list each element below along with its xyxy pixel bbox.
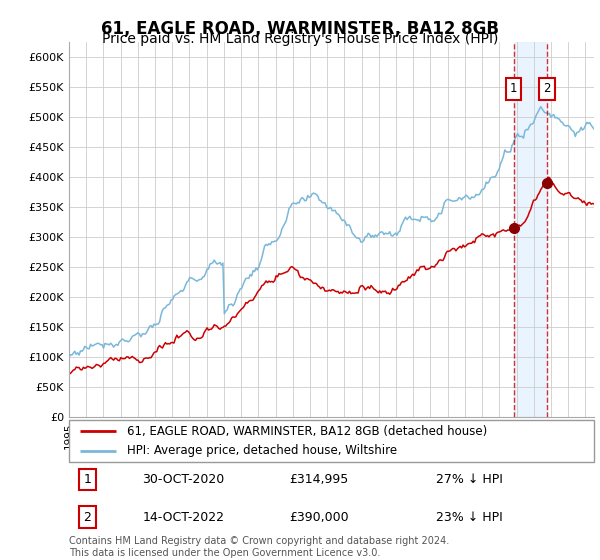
Text: 23% ↓ HPI: 23% ↓ HPI <box>437 511 503 524</box>
Text: 2: 2 <box>544 82 551 95</box>
Text: 1: 1 <box>83 473 91 486</box>
Text: Contains HM Land Registry data © Crown copyright and database right 2024.
This d: Contains HM Land Registry data © Crown c… <box>69 536 449 558</box>
Text: 61, EAGLE ROAD, WARMINSTER, BA12 8GB: 61, EAGLE ROAD, WARMINSTER, BA12 8GB <box>101 20 499 38</box>
FancyBboxPatch shape <box>69 420 594 462</box>
Text: 30-OCT-2020: 30-OCT-2020 <box>143 473 225 486</box>
Text: 61, EAGLE ROAD, WARMINSTER, BA12 8GB (detached house): 61, EAGLE ROAD, WARMINSTER, BA12 8GB (de… <box>127 425 487 438</box>
Text: £390,000: £390,000 <box>290 511 349 524</box>
Text: Price paid vs. HM Land Registry's House Price Index (HPI): Price paid vs. HM Land Registry's House … <box>102 32 498 46</box>
Text: 2: 2 <box>83 511 91 524</box>
Text: 1: 1 <box>510 82 517 95</box>
Text: £314,995: £314,995 <box>290 473 349 486</box>
Bar <box>514 42 547 417</box>
Text: 27% ↓ HPI: 27% ↓ HPI <box>437 473 503 486</box>
Text: 14-OCT-2022: 14-OCT-2022 <box>143 511 224 524</box>
Text: HPI: Average price, detached house, Wiltshire: HPI: Average price, detached house, Wilt… <box>127 444 397 457</box>
